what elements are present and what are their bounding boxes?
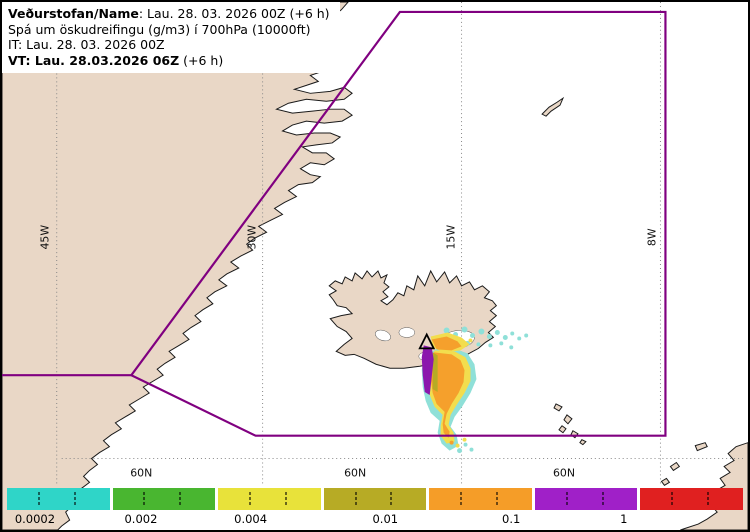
- ash-plume: [421, 326, 529, 454]
- legend-segment-tick: [354, 492, 357, 495]
- header-line-product: Spá um öskudreifingu (g/m3) í 700hPa (10…: [8, 21, 311, 37]
- jan-mayen-island: [541, 96, 565, 117]
- legend-segment: [7, 488, 110, 510]
- greenland-landmass: [2, 2, 354, 530]
- plume-olive-area: [432, 352, 438, 393]
- legend-segment-tick: [179, 492, 182, 495]
- legend-segment-tick: [601, 492, 604, 495]
- plume-medium-area-2: [431, 336, 462, 351]
- graticule-labels: 45W 30W 15W 8W 60N 60N 60N: [39, 225, 659, 480]
- legend-segment-tick: [707, 492, 710, 495]
- meridian-label-45w: 45W: [39, 225, 52, 250]
- header-vt-rest: (+6 h): [179, 52, 224, 68]
- legend-segment-tick: [248, 492, 251, 495]
- header-line-name: Veðurstofan/Name: Lau. 28. 03. 2026 00Z …: [8, 6, 330, 22]
- header-line-vt: VT: Lau. 28.03.2026 06Z (+6 h): [8, 53, 330, 69]
- legend-segment: [323, 488, 427, 510]
- meridian-label-8w: 8W: [645, 228, 658, 246]
- header-name-label: Veðurstofan/Name: [8, 6, 139, 21]
- legend-segment-tick: [143, 492, 146, 495]
- legend-segment: [112, 488, 216, 510]
- legend-segment-tick: [671, 492, 674, 495]
- colorbar-legend: [7, 488, 744, 510]
- legend-segment: [640, 488, 744, 510]
- legend-segment: [534, 488, 638, 510]
- plume-high-area: [421, 345, 434, 396]
- legend-tick-label: 0.1: [502, 512, 521, 526]
- legend-segment-tick: [284, 492, 287, 495]
- legend-segment-tick: [460, 492, 463, 495]
- legend-segment-tick: [73, 492, 76, 495]
- legend-tick-label: 0.01: [372, 512, 399, 526]
- legend-segment: [218, 488, 321, 510]
- plume-medium-speckle: [449, 440, 454, 445]
- volcano-icon: [418, 332, 436, 350]
- header-line-it: IT: Lau. 28. 03. 2026 00Z: [8, 37, 165, 52]
- header-box: Veðurstofan/Name: Lau. 28. 03. 2026 00Z …: [2, 2, 340, 73]
- legend-tick-label: 0.002: [124, 512, 158, 526]
- legend-segment-tick: [37, 492, 40, 495]
- parallel-label-60n-1: 60N: [130, 466, 152, 479]
- legend-segment-tick: [565, 492, 568, 495]
- parallel-label-60n-3: 60N: [553, 466, 575, 479]
- legend-segment-tick: [390, 492, 393, 495]
- legend-tick-label: 1: [620, 512, 628, 526]
- fir-boundary: [2, 10, 667, 437]
- header-vt-bold: VT: Lau. 28.03.2026 06Z: [8, 52, 180, 68]
- colorbar-tick-labels: 0.0002 0.002 0.004 0.01 0.1 1: [7, 512, 743, 530]
- meridian-label-30w: 30W: [246, 225, 259, 250]
- legend-tick-label: 0.004: [234, 512, 268, 526]
- legend-segment: [429, 488, 532, 510]
- plume-medium-area: [430, 352, 465, 438]
- meridian-label-15w: 15W: [445, 225, 458, 250]
- header-name-value: : Lau. 28. 03. 2026 00Z (+6 h): [138, 6, 330, 21]
- parallel-label-60n-2: 60N: [344, 466, 366, 479]
- legend-tick-label: 0.0002: [14, 512, 56, 526]
- legend-segment-tick: [495, 492, 498, 495]
